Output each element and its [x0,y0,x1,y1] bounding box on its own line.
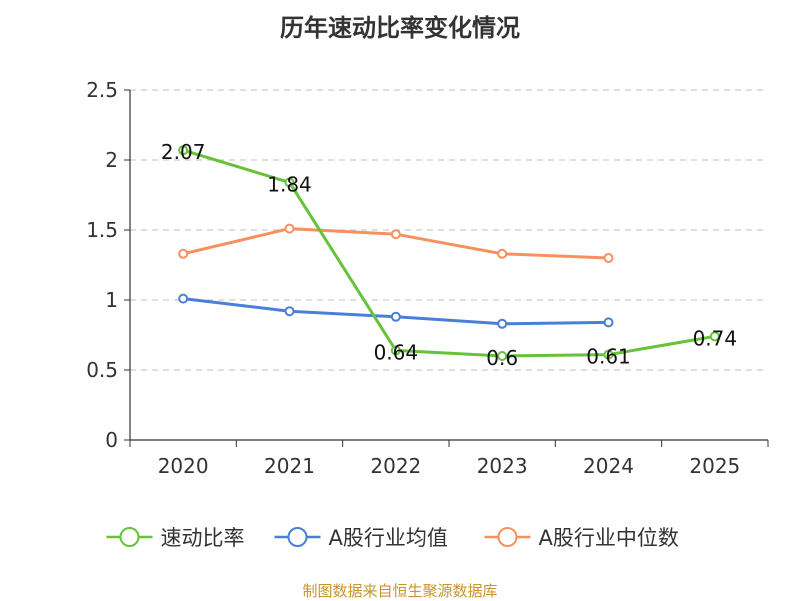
legend: 速动比率 A股行业均值 A股行业中位数 [106,526,679,550]
y-tick-label: 1.5 [86,218,118,242]
data-label: 1.84 [267,172,312,196]
data-point [284,306,295,317]
legend-item: A股行业均值 [274,526,448,550]
y-tick-label: 0.5 [86,358,118,382]
data-point [178,248,189,259]
y-tick-label: 0 [105,428,118,452]
data-point [284,177,295,188]
series-line-0 [182,148,716,358]
legend-label: A股行业中位数 [539,526,679,550]
data-point [390,311,401,322]
data-point [178,145,189,156]
y-tick-label: 1 [105,288,118,312]
series-layer [178,145,720,361]
legend-marker-circle [497,527,518,547]
data-label: 2.07 [161,140,206,164]
data-point [497,248,508,259]
data-point [603,317,614,328]
legend-marker-circle [119,527,140,547]
data-label-layer: 2.07 1.84 0.64 0.6 0.61 0.74 [161,140,737,370]
data-label: 0.6 [486,346,518,370]
y-tick-label: 2 [105,148,118,172]
legend-item: 速动比率 [106,526,245,550]
y-tick-label: 2.5 [86,78,118,102]
data-label: 0.74 [693,326,738,350]
grid-layer [130,89,768,371]
x-tick-label: 2020 [158,454,209,478]
chart-title: 历年速动比率变化情况 [280,14,520,42]
data-point [497,318,508,329]
data-label: 0.61 [586,345,631,369]
legend-label: 速动比率 [161,526,245,550]
legend-item: A股行业中位数 [484,526,679,550]
x-tick-label: 2024 [583,454,634,478]
legend-marker-circle [287,527,308,547]
legend-label: A股行业均值 [329,526,448,550]
data-point [603,349,614,360]
x-tick-label: 2021 [264,454,315,478]
data-point [497,351,508,361]
data-point [390,229,401,240]
x-tick-label: 2023 [477,454,528,478]
data-point [178,293,189,304]
source-note: 制图数据来自恒生聚源数据库 [302,582,498,600]
data-point [709,331,720,342]
data-point [390,345,401,356]
data-label: 0.64 [374,340,419,364]
data-point [603,253,614,263]
data-point [284,223,295,234]
axis-layer: 0 0.5 1 1.5 2 2.5 2020 2021 2022 2023 2024 2025 [86,78,769,478]
x-tick-label: 2022 [370,454,421,478]
x-tick-label: 2025 [689,454,740,478]
